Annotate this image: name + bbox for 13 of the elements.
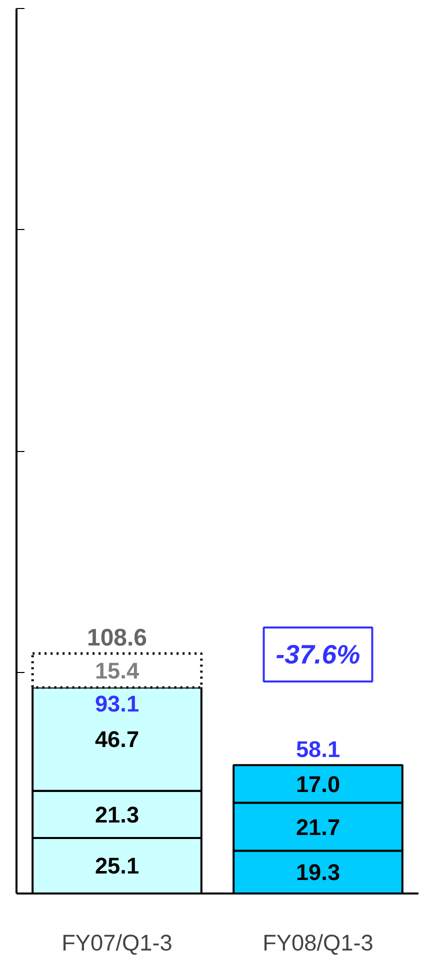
total-label: 108.6 xyxy=(86,624,148,652)
data-label: 25.1 xyxy=(94,852,140,879)
x-tick-label: FY08/Q1-3 xyxy=(262,930,374,956)
x-tick-label: FY07/Q1-3 xyxy=(62,930,172,956)
annotation: -37.6% xyxy=(276,640,360,670)
annotation: 93.1 xyxy=(94,690,140,717)
data-label: 17.0 xyxy=(296,770,340,797)
data-label: 15.4 xyxy=(94,657,140,684)
data-label: 21.3 xyxy=(94,801,140,828)
data-label: 46.7 xyxy=(94,726,140,752)
data-label: 21.7 xyxy=(296,814,340,840)
data-label: 19.3 xyxy=(296,859,340,886)
total-label: 58.1 xyxy=(296,736,340,762)
